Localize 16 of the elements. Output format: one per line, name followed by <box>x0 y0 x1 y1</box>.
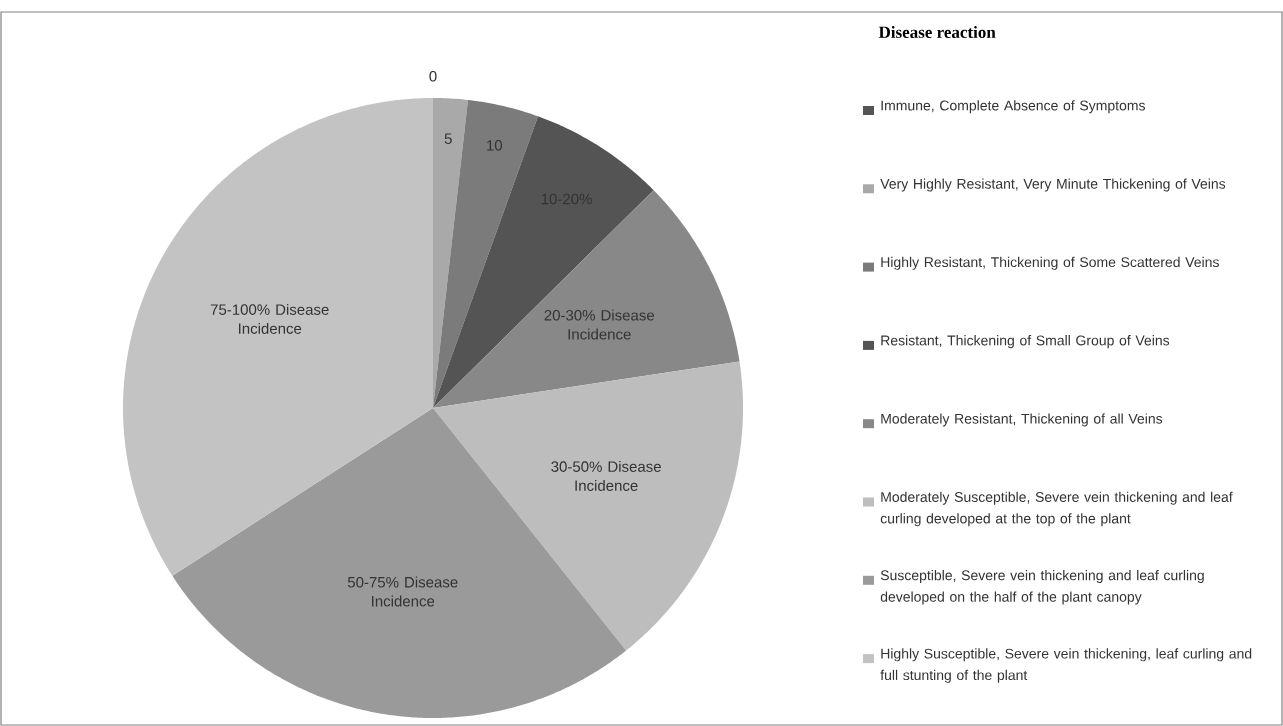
legend-label: Highly Resistant, Thickening of Some Scattered Veins <box>881 256 1219 270</box>
legend-label: Immune, Complete Absence of Symptoms <box>881 100 1145 114</box>
text: 10 <box>487 140 503 151</box>
text: 20-30% Disease Incidence <box>544 309 654 340</box>
text: 75-100% Disease Incidence <box>210 303 329 334</box>
legend-label: Moderately Susceptible, Severe vein thickening and leaf curling developed at the top of the plant <box>880 491 1233 527</box>
legend-label: Very Highly Resistant, Very Minute Thickening of Veins <box>880 178 1226 192</box>
legend-label: Highly Susceptible, Severe vein thickening, leaf curling and full stunting of the plant <box>880 648 1252 683</box>
legend-label: Resistant, Thickening of Small Group of Veins <box>881 335 1170 349</box>
legend-title: Disease reaction <box>878 26 996 38</box>
text: 30-50% Disease Incidence <box>551 460 661 491</box>
legend-label: Susceptible, Severe vein thickening and leaf curling developed on the half of the plant canopy <box>880 570 1204 605</box>
text: 50-75% Disease Incidence <box>347 576 458 607</box>
legend-label: Moderately Resistant, Thickening of all Veins <box>881 413 1163 427</box>
text: 0 <box>429 70 437 82</box>
text: 5 <box>444 133 452 144</box>
